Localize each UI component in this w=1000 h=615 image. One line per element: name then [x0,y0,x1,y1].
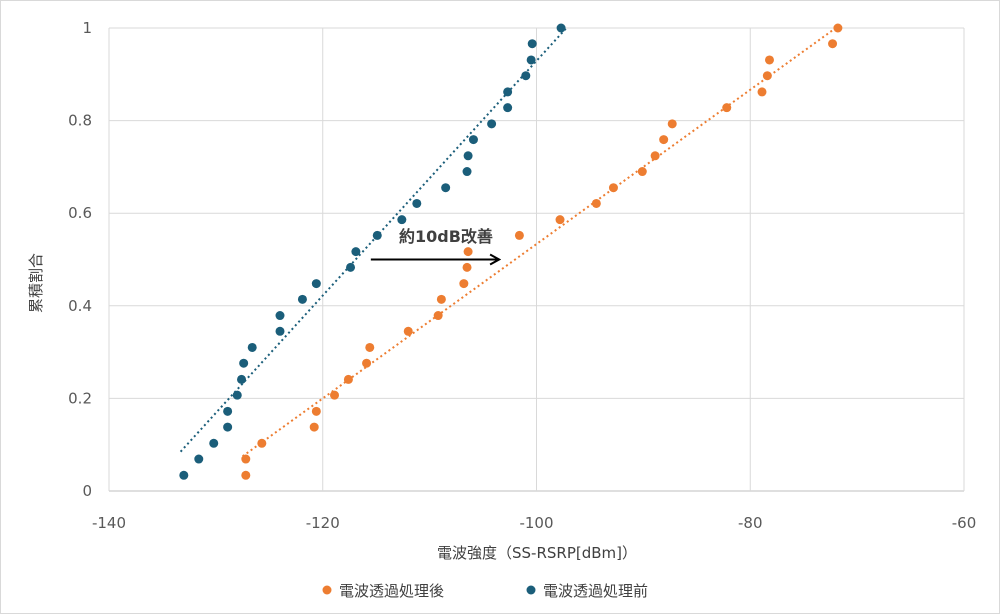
x-tick-label: -140 [92,514,126,532]
data-point [441,183,451,193]
data-point [527,39,537,49]
data-point [764,55,774,65]
data-point [346,262,356,272]
y-tick-label: 0.4 [68,297,92,315]
data-point [757,87,767,97]
data-point [257,438,267,448]
data-point [365,342,375,352]
x-tick-label: -80 [738,514,763,532]
y-tick-label: 0 [82,482,92,500]
data-point [241,470,251,480]
data-point [297,294,307,304]
y-tick-label: 0.8 [68,112,92,130]
data-point [462,262,472,272]
y-tick-labels: 0 0.2 0.4 0.6 0.8 1 [68,19,92,500]
annotation: 約10dB改善 [370,227,499,260]
data-point [223,422,233,432]
data-point [275,311,285,321]
data-point [232,390,242,400]
data-point [828,39,838,49]
y-tick-label: 0.2 [68,389,92,407]
data-point [194,454,204,464]
data-point [762,71,772,81]
data-point [667,119,677,129]
data-point [223,406,233,416]
data-point [412,198,422,208]
data-point [591,198,601,208]
y-tick-label: 1 [82,19,92,37]
data-point [241,454,251,464]
data-point [311,279,321,289]
data-point [351,247,361,257]
legend-marker [526,585,536,595]
data-point [459,279,469,289]
data-point [403,326,413,336]
data-point [608,183,618,193]
y-tick-label: 0.6 [68,204,92,222]
data-point [833,23,843,33]
legend: 電波透過処理後 電波透過処理前 [322,582,648,600]
data-points [179,23,843,480]
x-tick-label: -60 [952,514,977,532]
data-point [555,215,565,225]
data-point [463,247,473,257]
data-point [311,406,321,416]
data-point [362,358,372,368]
data-point [239,358,249,368]
data-point [637,167,647,177]
data-point [556,23,566,33]
grid-lines [108,27,965,492]
x-tick-label: -120 [306,514,340,532]
data-point [237,374,247,384]
data-point [209,438,219,448]
data-point [372,230,382,240]
legend-label: 電波透過処理前 [543,582,648,600]
annotation-text: 約10dB改善 [399,227,493,246]
data-point [309,422,319,432]
x-tick-label: -100 [519,514,553,532]
legend-label: 電波透過処理後 [339,582,444,600]
trendline [242,27,837,458]
data-point [526,55,536,65]
data-point [462,167,472,177]
data-point [468,135,478,145]
data-point [722,103,732,113]
y-axis-title: 累積割合 [27,253,45,313]
data-point [503,103,513,113]
legend-marker [322,585,332,595]
data-point [330,390,340,400]
data-point [503,87,513,97]
data-point [433,311,443,321]
data-point [521,71,531,81]
data-point [275,326,285,336]
x-tick-labels: -140 -120 -100 -80 -60 [92,514,976,532]
data-point [397,215,407,225]
data-point [179,470,189,480]
data-point [659,135,669,145]
data-point [650,151,660,161]
data-point [463,151,473,161]
data-point [343,374,353,384]
data-point [436,294,446,304]
data-point [247,342,257,352]
data-point [514,230,524,240]
data-point [487,119,497,129]
x-axis-title: 電波強度（SS-RSRP[dBm]） [437,544,637,562]
